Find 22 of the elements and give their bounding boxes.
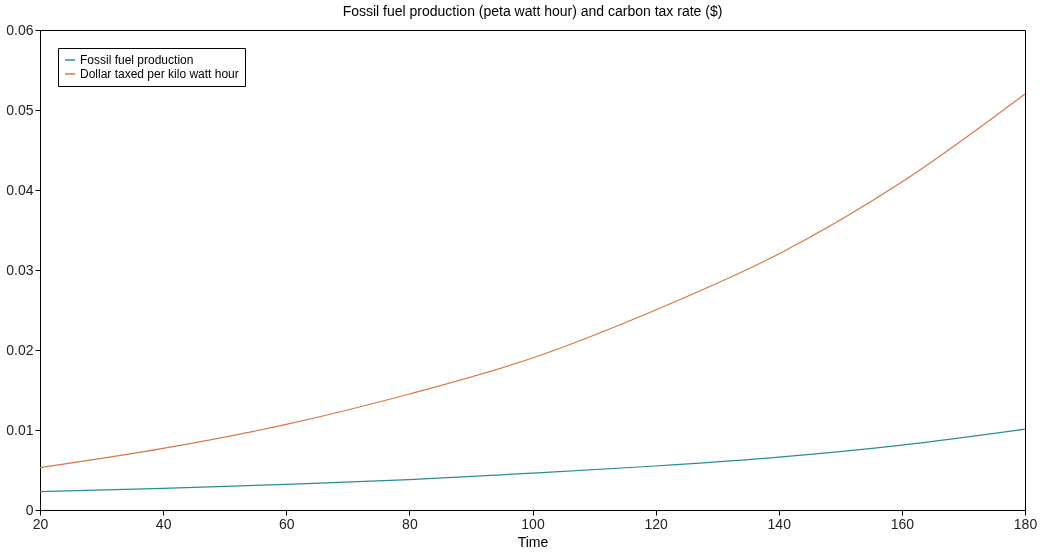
x-tick-label: 140 <box>767 515 792 532</box>
x-tick-label: 180 <box>1013 515 1038 532</box>
line-series <box>39 428 1026 493</box>
y-tick-label: 0.05 <box>6 101 34 118</box>
y-tick-label: 0.03 <box>6 261 34 278</box>
chart-title: Fossil fuel production (peta watt hour) and carbon tax rate ($) <box>342 3 723 19</box>
x-tick-label: 40 <box>155 515 172 532</box>
legend-label: Dollar taxed per kilo watt hour <box>80 67 239 81</box>
line-series <box>39 93 1026 469</box>
x-axis-title: Time <box>517 533 549 550</box>
y-tick-label: 0.01 <box>6 421 34 438</box>
y-tick-label: 0.02 <box>6 341 34 358</box>
x-tick-label: 160 <box>890 515 915 532</box>
y-tick-label: 0.06 <box>6 21 34 38</box>
x-tick-label: 60 <box>278 515 295 532</box>
x-tick-label: 20 <box>32 515 49 532</box>
x-tick-label: 80 <box>402 515 418 532</box>
legend-label: Fossil fuel production <box>80 53 194 67</box>
x-tick-label: 120 <box>644 515 669 532</box>
x-tick-label: 100 <box>521 515 545 532</box>
y-tick-label: 0.04 <box>6 181 34 198</box>
y-tick-label: 0 <box>25 501 34 518</box>
